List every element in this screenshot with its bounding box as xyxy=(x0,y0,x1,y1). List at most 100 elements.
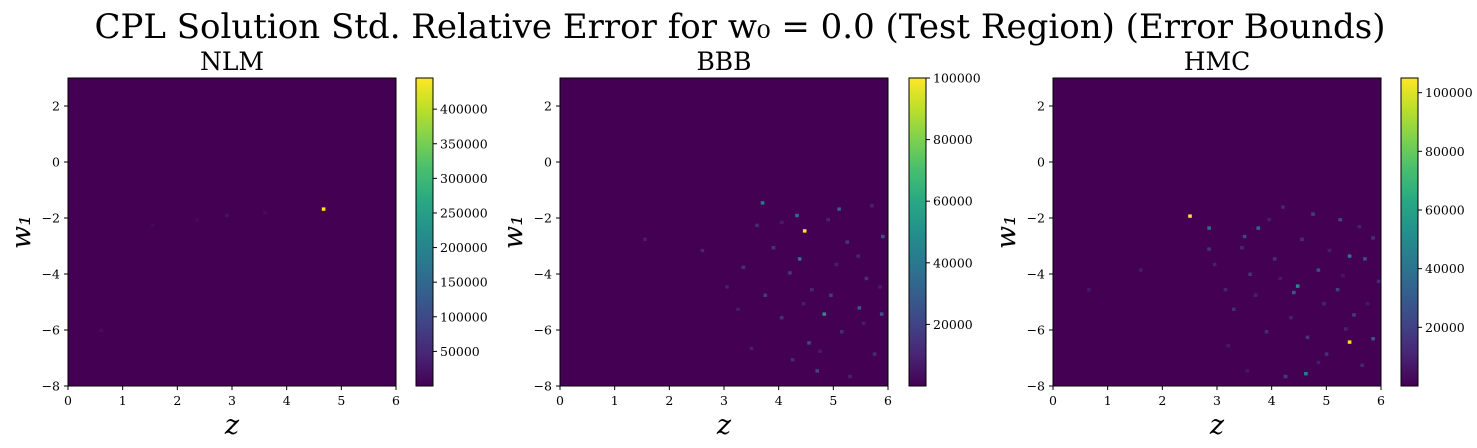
heatmap-cell xyxy=(881,234,885,239)
y-tick-label: 0 xyxy=(544,155,552,170)
x-tick-label: 2 xyxy=(665,393,673,408)
x-tick-label: 6 xyxy=(392,393,400,408)
heatmap-cell xyxy=(1316,268,1321,272)
heatmap-cell xyxy=(829,293,833,297)
y-tick-label: −8 xyxy=(1027,379,1045,394)
heatmap-cell xyxy=(1357,225,1362,229)
heatmap-background xyxy=(68,78,396,386)
heatmap-cell xyxy=(1248,272,1252,276)
heatmap-cell xyxy=(1352,313,1356,317)
y-tick-label: 0 xyxy=(52,155,60,170)
heatmap-cell xyxy=(1207,226,1211,230)
figure-title: CPL Solution Std. Relative Error for w₀ … xyxy=(94,7,1385,47)
heatmap-cell xyxy=(790,358,795,362)
heatmap-cell xyxy=(643,237,647,241)
y-tick-label: 2 xyxy=(544,99,552,114)
heatmap-cell xyxy=(1292,290,1296,295)
y-axis-label: w₁ xyxy=(6,215,37,249)
y-axis-label: w₁ xyxy=(991,215,1022,249)
heatmap-cell xyxy=(826,218,830,222)
heatmap-cell xyxy=(1347,340,1352,344)
heatmap-cell xyxy=(700,248,705,253)
x-tick-label: 4 xyxy=(1268,393,1276,408)
panel-title: NLM xyxy=(200,47,264,76)
heatmap-cell xyxy=(771,246,776,250)
heatmap-cell xyxy=(1231,307,1236,311)
heatmap-cell xyxy=(1371,337,1375,341)
heatmap-background xyxy=(1053,78,1381,386)
x-tick-label: 5 xyxy=(337,393,345,408)
heatmap-cell xyxy=(818,349,822,353)
colorbar-tick-label: 40000 xyxy=(1425,261,1465,276)
x-tick-label: 1 xyxy=(1104,393,1112,408)
heatmap-cell xyxy=(1278,276,1282,281)
x-tick-label: 0 xyxy=(64,393,72,408)
y-tick-label: −6 xyxy=(1027,323,1045,338)
colorbar-tick-label: 300000 xyxy=(440,171,488,186)
heatmap-cell xyxy=(810,288,814,292)
heatmap-cell xyxy=(802,229,807,233)
heatmap-cell xyxy=(1324,352,1329,356)
x-tick-label: 6 xyxy=(1377,393,1385,408)
heatmap-cell xyxy=(1360,363,1364,367)
y-tick-label: −4 xyxy=(1027,267,1045,282)
heatmap-cell xyxy=(755,223,759,227)
heatmap-cell xyxy=(815,369,819,373)
colorbar-tick-label: 60000 xyxy=(933,194,973,209)
heatmap-cell xyxy=(870,204,874,208)
heatmap-cell xyxy=(151,223,155,227)
y-tick-label: −6 xyxy=(42,323,60,338)
heatmap-cell xyxy=(1188,214,1192,218)
heatmap-cell xyxy=(848,374,852,379)
heatmap-cell xyxy=(840,330,844,334)
x-tick-label: 5 xyxy=(1322,393,1330,408)
heatmap-cell xyxy=(760,201,765,205)
heatmap-cell xyxy=(741,265,746,269)
heatmap-cell xyxy=(861,321,866,325)
heatmap-cell xyxy=(857,306,862,310)
y-tick-label: −4 xyxy=(42,267,60,282)
colorbar-tick-label: 350000 xyxy=(440,136,488,151)
heatmap-cell xyxy=(1316,360,1321,365)
colorbar xyxy=(908,77,927,387)
heatmap-cell xyxy=(1322,302,1326,306)
heatmap-cell xyxy=(1335,288,1340,292)
heatmap-panel-bbb: BBB 0 1 2 3 4 5 6 −8 −6 −4 −2 0 2 z w₁ 20000 40000 60000 80… xyxy=(498,47,981,441)
y-tick-label: −2 xyxy=(534,211,552,226)
heatmap-cell xyxy=(834,262,839,267)
heatmap-cell xyxy=(1087,288,1091,292)
colorbar-tick-label: 100000 xyxy=(440,309,488,324)
heatmap-cell xyxy=(878,285,882,289)
heatmap-cell xyxy=(1223,288,1228,292)
heatmap-panel-nlm: NLM 0 1 2 3 4 5 6 −8 −6 −4 −2 0 2 z w₁ 50000 100000 150000… xyxy=(6,47,488,441)
heatmap-cell xyxy=(1283,374,1288,379)
panel-title: HMC xyxy=(1184,47,1251,76)
heatmap-cell xyxy=(263,211,267,215)
colorbar xyxy=(1400,77,1419,387)
heatmap-cell xyxy=(779,220,784,225)
heatmap-cell xyxy=(749,346,754,351)
heatmap-cell xyxy=(1341,274,1345,278)
heatmap-cell xyxy=(1242,234,1247,239)
x-tick-label: 4 xyxy=(283,393,291,408)
heatmap-cell xyxy=(725,285,729,289)
heatmap-cell xyxy=(1253,293,1258,297)
colorbar-tick-label: 20000 xyxy=(933,317,973,332)
heatmap-cell xyxy=(1207,247,1211,251)
x-axis-label: z xyxy=(1209,410,1225,441)
heatmap-cell xyxy=(795,213,799,218)
heatmap-cell xyxy=(1344,327,1348,331)
heatmap-cell xyxy=(736,307,740,311)
heatmap-cell xyxy=(1264,330,1269,334)
x-tick-label: 3 xyxy=(720,393,728,408)
colorbar-tick-label: 20000 xyxy=(1425,320,1465,335)
y-tick-label: −4 xyxy=(534,267,552,282)
x-tick-label: 0 xyxy=(1049,393,1057,408)
y-tick-label: 0 xyxy=(1037,155,1045,170)
colorbar-tick-label: 100000 xyxy=(1425,85,1473,100)
heatmap-cell xyxy=(195,218,199,222)
heatmap-cell xyxy=(1347,254,1352,258)
x-tick-label: 1 xyxy=(119,393,127,408)
heatmap-cell xyxy=(864,276,869,281)
x-tick-label: 6 xyxy=(884,393,892,408)
